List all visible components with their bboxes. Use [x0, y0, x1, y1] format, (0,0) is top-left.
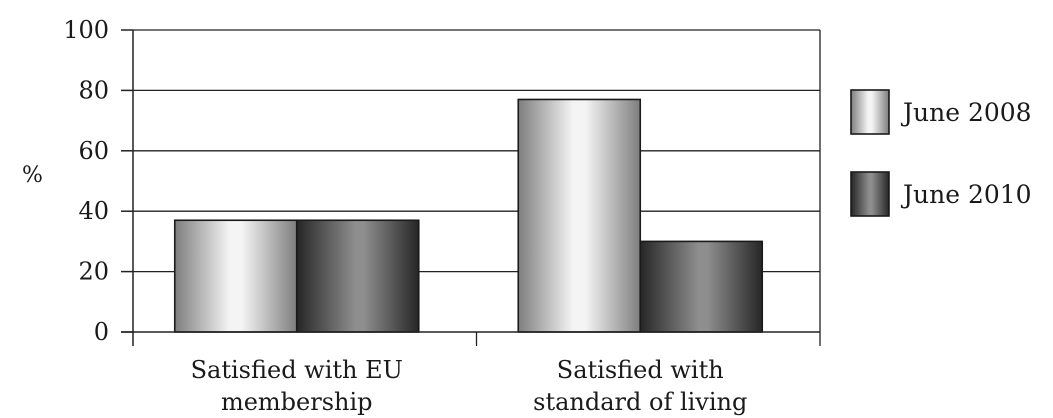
legend: June 2008 June 2010	[850, 89, 1032, 217]
y-tick-label: 20	[78, 258, 109, 286]
legend-swatch	[850, 89, 890, 135]
y-tick-label: 0	[94, 318, 109, 346]
category-label: membership	[221, 388, 373, 416]
legend-swatch	[850, 171, 890, 217]
y-tick-label: 40	[78, 197, 109, 225]
legend-label: June 2008	[900, 98, 1032, 127]
category-label: standard of living	[533, 388, 747, 416]
category-labels: Satisfied with EU membership Satisfied wit…	[191, 356, 748, 416]
y-tick-labels: 0 20 40 60 80 100	[63, 16, 109, 346]
bar-june-2010-cat-1	[639, 240, 764, 333]
legend-label: June 2010	[900, 180, 1032, 209]
y-tick-label: 100	[63, 16, 109, 44]
y-axis-label: %	[22, 163, 43, 188]
bar-june-2008-cat-1	[517, 98, 642, 333]
bars	[173, 98, 764, 333]
category-label: Satisfied with	[557, 356, 724, 384]
category-label: Satisfied with EU	[191, 356, 403, 384]
bar-june-2008-cat-0	[173, 219, 298, 333]
bar-june-2010-cat-0	[295, 219, 420, 333]
axes	[121, 29, 821, 346]
y-tick-label: 80	[78, 76, 109, 104]
y-tick-label: 60	[78, 137, 109, 165]
